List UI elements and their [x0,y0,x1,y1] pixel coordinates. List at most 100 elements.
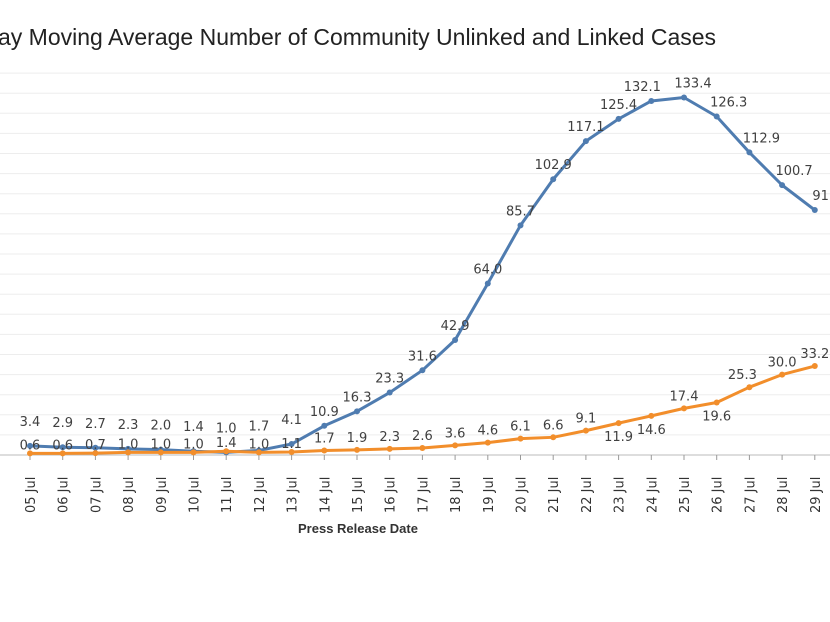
data-point [452,337,459,344]
data-point [27,450,33,457]
x-tick-label: 15 Jul [351,477,366,513]
data-label: 1.7 [314,431,335,446]
data-label: 33.2 [800,347,829,362]
x-tick-label: 06 Jul [57,477,72,513]
x-tick-label: 07 Jul [89,477,104,513]
data-point [779,371,786,378]
data-point [419,445,426,452]
x-tick-label: 05 Jul [24,477,39,513]
data-point [484,439,491,446]
data-label: 0.6 [52,438,73,453]
data-label: 10.9 [310,405,339,420]
data-point [681,94,687,101]
data-label: 117.1 [567,120,604,135]
x-tick-label: 25 Jul [678,477,693,513]
data-label: 4.1 [281,413,302,428]
x-tick-label: 12 Jul [253,477,268,513]
x-tick-label: 09 Jul [155,477,170,513]
data-label: 2.0 [150,419,171,434]
data-point [582,427,589,434]
data-point [321,422,328,429]
x-tick-label: 21 Jul [547,477,562,513]
data-point [746,149,753,156]
data-label: 91.4 [812,189,830,204]
data-point [92,450,99,457]
data-point [288,441,295,448]
data-label: 19.6 [702,409,731,424]
data-label: 9.1 [576,412,597,427]
x-tick-label: 28 Jul [776,477,791,513]
data-point [484,280,491,287]
data-label: 1.0 [249,437,270,452]
data-point [92,444,99,451]
data-label: 2.6 [412,429,433,444]
data-point [811,363,818,370]
data-point [811,207,818,214]
x-tick-label: 26 Jul [711,477,726,513]
data-label: 23.3 [375,372,404,387]
data-point [354,446,360,453]
data-label: 1.0 [216,421,237,436]
data-label: 102.9 [535,158,572,173]
data-point [550,434,557,441]
data-label: 31.6 [408,349,437,364]
data-label: 133.4 [674,76,711,91]
data-label: 100.7 [775,164,812,179]
data-label: 1.4 [183,420,204,435]
x-tick-label: 14 Jul [318,477,333,513]
data-point [125,449,132,456]
data-point [419,367,426,374]
data-point [27,442,33,449]
data-point [354,408,360,415]
data-point [779,182,786,189]
data-label: 0.6 [20,438,41,453]
chart-title: ay Moving Average Number of Community Un… [0,24,717,50]
data-label: 14.6 [637,423,666,438]
data-point [550,176,557,183]
data-point [615,420,622,427]
data-label: 6.6 [543,418,564,433]
data-point [321,447,328,454]
data-point [386,389,393,396]
data-label: 85.7 [506,204,535,219]
data-point [386,445,393,452]
data-label: 2.3 [379,430,400,445]
data-label: 17.4 [670,389,699,404]
x-tick-label: 11 Jul [220,477,235,513]
data-label: 1.0 [183,437,204,452]
data-point [157,449,164,456]
data-label: 16.3 [343,390,372,405]
data-label: 11.9 [604,430,633,445]
x-tick-label: 10 Jul [188,477,203,513]
x-tick-label: 22 Jul [580,477,595,513]
data-point [713,399,720,406]
data-label: 4.6 [477,424,498,439]
data-label: 2.3 [118,418,139,433]
x-axis-title: Press Release Date [298,521,418,536]
data-label: 1.0 [118,437,139,452]
data-label: 25.3 [728,368,757,383]
data-label: 3.4 [20,415,41,430]
data-point [59,450,66,457]
data-point [255,449,262,456]
data-point [223,448,230,455]
data-point [582,138,589,145]
data-point [288,449,295,456]
x-tick-label: 13 Jul [286,477,301,513]
data-label: 125.4 [600,98,637,113]
data-point [681,405,687,412]
x-tick-label: 19 Jul [482,477,497,513]
data-label: 2.9 [52,416,73,431]
data-point [190,449,197,456]
x-tick-label: 08 Jul [122,477,137,513]
x-tick-label: 20 Jul [515,477,530,513]
data-label: 126.3 [710,96,747,111]
data-point [59,444,66,451]
x-tick-label: 23 Jul [613,477,628,513]
data-label: 1.7 [249,419,270,434]
data-label: 132.1 [624,80,661,95]
data-label: 3.6 [445,426,466,441]
data-label: 30.0 [768,356,797,371]
data-point [517,435,524,442]
